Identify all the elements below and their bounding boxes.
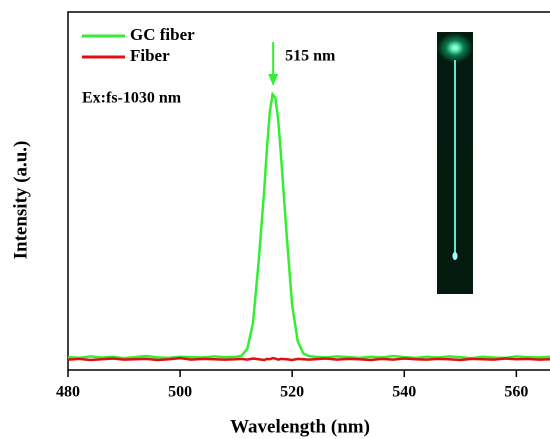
x-tick-label: 500 (168, 384, 192, 401)
y-axis-label: Intensity (a.u.) (10, 141, 31, 260)
x-tick-label: 520 (280, 384, 304, 401)
legend-label: Fiber (130, 46, 170, 65)
inset-photo (437, 32, 473, 294)
series-line (67, 91, 550, 360)
legend-label: GC fiber (130, 25, 195, 44)
axis-frame (67, 11, 550, 371)
x-tick-label: 560 (504, 384, 528, 401)
annotation: 515 nm (285, 48, 336, 65)
x-tick-label: 540 (392, 384, 416, 401)
annotation: Ex:fs-1030 nm (82, 90, 182, 107)
annotation-arrowhead (268, 74, 279, 86)
x-axis-label: Wavelength (nm) (230, 416, 370, 437)
series-line (67, 356, 550, 362)
x-tick-label: 480 (56, 384, 80, 401)
